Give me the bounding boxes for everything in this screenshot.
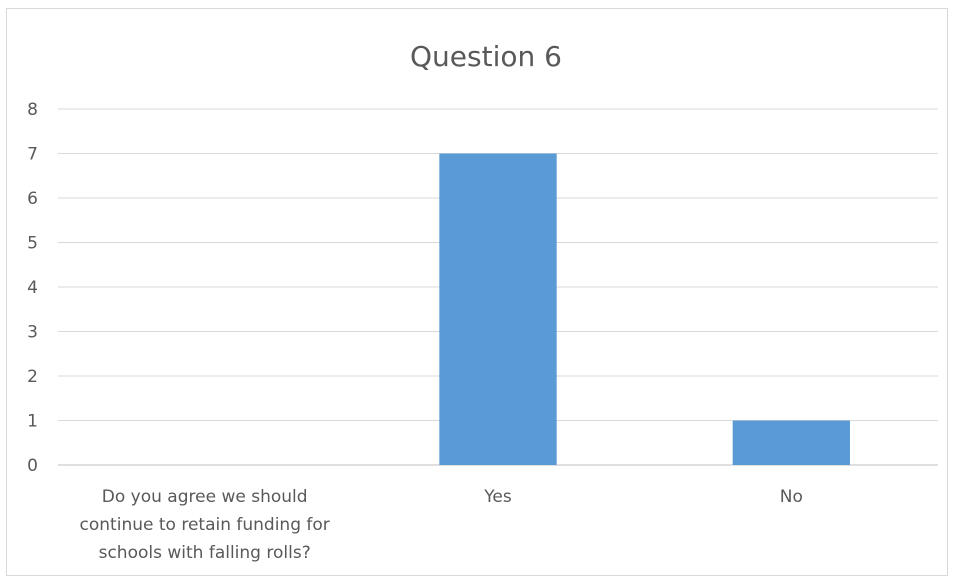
y-tick-label: 7 [27,145,38,165]
y-tick-label: 8 [27,100,38,120]
bars [439,153,850,465]
x-category-label-line: Do you agree we should [102,487,308,507]
y-tick-label: 4 [27,278,38,298]
y-axis-ticks: 0 1 2 3 4 5 6 7 8 [27,100,38,476]
x-category-label-line: schools with falling rolls? [99,543,311,563]
y-tick-label: 5 [27,234,38,254]
x-category-label-line: No [780,487,803,507]
chart-title: Question 6 [410,40,562,73]
x-axis-categories: Do you agree we should continue to retain… [80,487,803,563]
x-category-label-line: continue to retain funding for [80,515,330,535]
bar [732,420,850,465]
bar [439,153,557,465]
y-tick-label: 2 [27,367,38,387]
x-category-label-line: Yes [483,487,512,507]
x-category-label: Yes [483,487,512,507]
y-tick-label: 6 [27,189,38,209]
y-tick-label: 0 [27,456,38,476]
y-tick-label: 1 [27,412,38,432]
x-category-label: No [780,487,803,507]
x-category-label: Do you agree we should continue to retain… [80,487,330,563]
y-tick-label: 3 [27,323,38,343]
